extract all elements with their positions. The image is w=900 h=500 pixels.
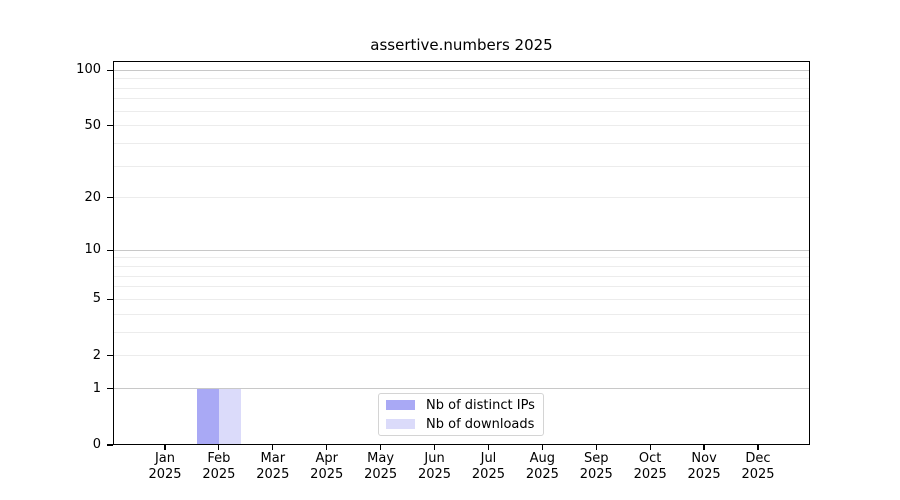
- y-minor-gridline: [113, 266, 810, 268]
- y-minor-gridline: [113, 286, 810, 288]
- x-tick: [326, 445, 328, 450]
- legend-swatch-distinct-ips: [386, 400, 415, 410]
- y-minor-gridline: [113, 78, 810, 80]
- y-gridline: [113, 69, 810, 71]
- legend-label-distinct-ips: Nb of distinct IPs: [426, 397, 535, 413]
- y-gridline: [113, 197, 810, 199]
- x-tick-label: Jul 2025: [471, 451, 505, 482]
- x-tick-label: Jun 2025: [417, 451, 452, 482]
- y-tick: [107, 125, 113, 127]
- y-tick-label: 50: [84, 117, 101, 133]
- x-tick: [703, 445, 705, 450]
- legend-item-distinct-ips: Nb of distinct IPs: [386, 398, 543, 413]
- x-tick: [757, 445, 759, 450]
- y-tick-label: 100: [76, 62, 101, 78]
- y-tick-label: 0: [92, 437, 101, 452]
- y-minor-gridline: [113, 313, 810, 315]
- y-tick-label: 20: [84, 189, 101, 205]
- y-minor-gridline: [113, 87, 810, 89]
- x-tick: [649, 445, 651, 450]
- x-tick-label: May 2025: [364, 451, 398, 482]
- y-tick: [107, 355, 113, 357]
- x-tick-label: Dec 2025: [741, 451, 775, 482]
- x-tick: [164, 445, 166, 450]
- x-tick-label: Jan 2025: [148, 451, 182, 482]
- y-tick: [107, 69, 113, 71]
- bar-distinct-ips: [196, 388, 219, 445]
- legend-label-downloads: Nb of downloads: [426, 416, 535, 432]
- y-minor-gridline: [113, 257, 810, 259]
- x-tick: [433, 445, 436, 450]
- legend-item-downloads: Nb of downloads: [386, 417, 543, 432]
- y-gridline: [113, 388, 810, 390]
- y-minor-gridline: [113, 275, 810, 277]
- y-gridline: [113, 125, 810, 127]
- y-tick-label: 1: [92, 380, 101, 396]
- x-tick-label: Feb 2025: [202, 451, 236, 482]
- y-minor-gridline: [113, 110, 810, 112]
- x-tick-label: Sep 2025: [579, 451, 613, 482]
- plot-area: Nb of distinct IPs Nb of downloads 0 1 2 5 1…: [76, 61, 810, 482]
- legend-swatch-downloads: [386, 419, 415, 429]
- legend: Nb of distinct IPs Nb of downloads: [378, 393, 544, 436]
- x-tick-label: Oct 2025: [633, 451, 667, 482]
- x-tick-label: Mar 2025: [256, 451, 290, 482]
- x-tick: [487, 445, 490, 450]
- y-tick: [107, 388, 113, 390]
- y-minor-gridline: [113, 98, 810, 100]
- chart-title: assertive.numbers 2025: [370, 36, 553, 54]
- y-gridline: [113, 298, 810, 300]
- x-tick-label: Apr 2025: [310, 451, 344, 482]
- y-tick-label: 10: [84, 242, 101, 258]
- y-tick-label: 5: [92, 291, 101, 307]
- y-minor-gridline: [113, 331, 810, 333]
- y-minor-gridline: [113, 142, 810, 144]
- bar-downloads: [218, 388, 241, 445]
- y-tick: [107, 249, 113, 251]
- x-tick: [380, 445, 382, 450]
- x-tick: [218, 445, 220, 450]
- y-tick: [107, 444, 113, 446]
- y-tick-label: 2: [92, 347, 101, 363]
- y-tick: [107, 197, 113, 199]
- y-minor-gridline: [113, 165, 810, 167]
- x-tick-label: Nov 2025: [687, 451, 721, 482]
- x-tick: [595, 445, 597, 450]
- y-gridline: [113, 355, 810, 357]
- y-gridline: [113, 249, 810, 251]
- x-tick: [272, 445, 274, 450]
- x-tick: [541, 445, 543, 450]
- y-tick: [107, 298, 113, 301]
- x-tick-label: Aug 2025: [525, 451, 559, 482]
